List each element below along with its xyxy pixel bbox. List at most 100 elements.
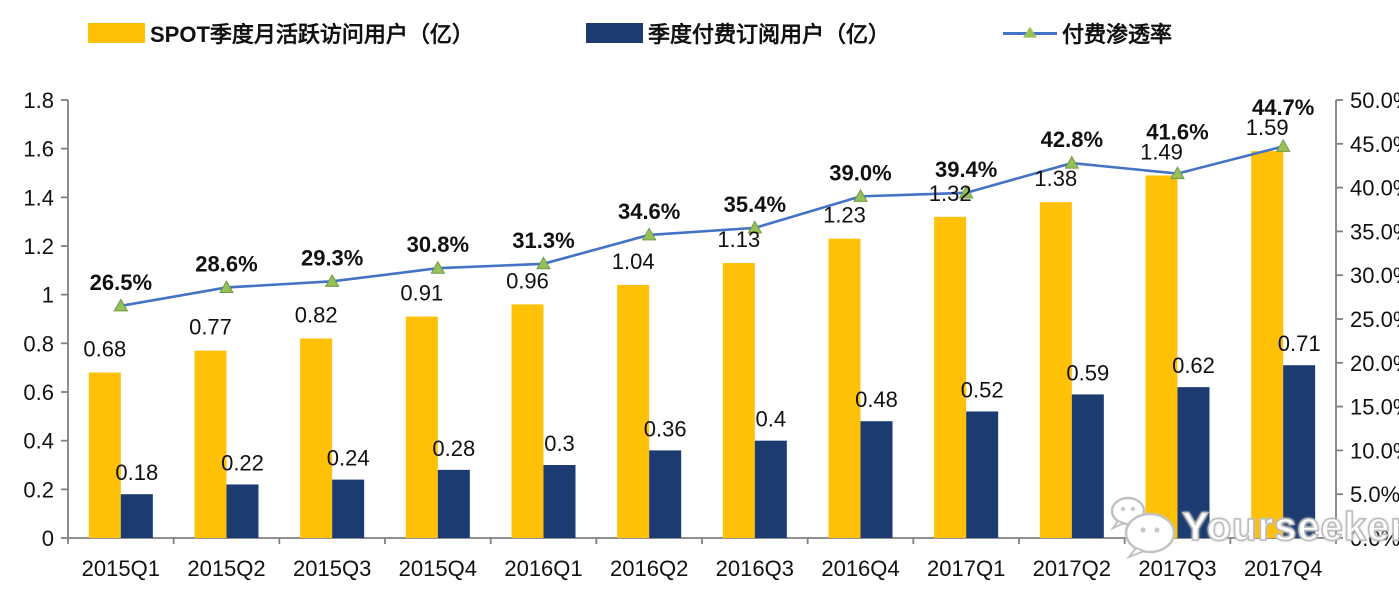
x-axis-category-label: 2016Q4 (821, 556, 899, 581)
legend-swatch-subscribers (586, 23, 643, 43)
x-axis-category-label: 2015Q1 (82, 556, 160, 581)
bar-mau (511, 304, 544, 538)
bar-mau (88, 372, 121, 538)
line-marker-triangle (219, 279, 234, 293)
x-axis-category-label: 2015Q3 (293, 556, 371, 581)
left-axis-tick-label: 1.6 (23, 137, 54, 162)
left-axis-tick-label: 1 (42, 283, 54, 308)
bar-mau (300, 338, 333, 538)
bar-subscribers (332, 479, 365, 538)
subscriber-bar-label: 0.62 (1172, 353, 1215, 378)
watermark: Yourseeker (1106, 494, 1399, 560)
right-axis-tick-label: 25.0% (1350, 307, 1399, 332)
line-marker-triangle (958, 185, 974, 199)
penetration-pct-label: 30.8% (407, 232, 469, 257)
mau-bar-label: 1.38 (1034, 166, 1077, 191)
right-axis-tick-label: 40.0% (1350, 176, 1399, 201)
penetration-pct-label: 44.7% (1252, 95, 1314, 120)
left-axis-tick-label: 0 (42, 526, 54, 551)
subscriber-bar-label: 0.4 (756, 407, 787, 432)
subscriber-bar-label: 0.48 (855, 387, 898, 412)
subscriber-bar-label: 0.52 (961, 377, 1004, 402)
legend-line-marker-swatch (1003, 26, 1057, 38)
left-axis-tick-label: 1.4 (23, 185, 54, 210)
subscriber-bar-label: 0.18 (115, 460, 158, 485)
bar-subscribers (1071, 394, 1104, 538)
x-axis-category-label: 2015Q4 (399, 556, 477, 581)
line-marker-triangle (1170, 166, 1185, 180)
legend-label-subscribers: 季度付费订阅用户（亿） (648, 22, 891, 47)
bar-subscribers (1283, 365, 1316, 538)
mau-bar-label: 1.49 (1140, 139, 1183, 164)
line-marker-triangle (1064, 155, 1080, 169)
bar-subscribers (649, 450, 682, 538)
x-axis-category-label: 2017Q3 (1138, 556, 1216, 581)
subscriber-bar-label: 0.24 (327, 446, 370, 471)
line-marker-triangle (113, 298, 129, 312)
bar-subscribers (1177, 387, 1210, 538)
bar-mau (934, 216, 967, 539)
mau-bar-label: 0.68 (83, 337, 126, 362)
x-axis-category-label: 2017Q1 (927, 556, 1005, 581)
right-axis-tick-label: 35.0% (1350, 219, 1399, 244)
bar-mau (828, 238, 861, 538)
penetration-pct-label: 31.3% (512, 228, 574, 253)
line-marker-triangle (747, 220, 763, 234)
x-axis-category-label: 2016Q1 (504, 556, 582, 581)
penetration-pct-label: 41.6% (1146, 119, 1208, 144)
right-axis-tick-label: 50.0% (1350, 88, 1399, 113)
penetration-pct-label: 39.0% (829, 160, 891, 185)
mau-bar-label: 1.59 (1246, 115, 1289, 140)
line-marker-triangle (641, 227, 657, 241)
bar-subscribers (860, 421, 893, 538)
line-marker-triangle (1275, 138, 1291, 152)
right-axis-tick-label: 10.0% (1350, 438, 1399, 463)
line-marker-triangle (324, 273, 340, 287)
left-axis-tick-label: 0.6 (23, 380, 54, 405)
bar-mau (1251, 151, 1284, 538)
right-axis-tick-label: 20.0% (1350, 351, 1399, 376)
legend-item-mau: SPOT季度月活跃访问用户（亿） (88, 18, 474, 48)
right-axis-tick-label: 30.0% (1350, 263, 1399, 288)
x-axis-category-label: 2017Q4 (1244, 556, 1322, 581)
penetration-pct-label: 29.3% (301, 245, 363, 270)
mau-bar-label: 1.23 (823, 203, 866, 228)
line-marker-triangle (536, 256, 551, 270)
bar-mau (1039, 202, 1072, 538)
subscriber-bar-label: 0.71 (1278, 331, 1321, 356)
watermark-text: Yourseeker (1181, 504, 1399, 550)
right-axis-tick-label: 15.0% (1350, 395, 1399, 420)
mau-bar-label: 0.82 (295, 302, 338, 327)
subscriber-bar-label: 0.28 (432, 436, 475, 461)
wechat-chat-bubbles-icon (1110, 496, 1176, 560)
left-axis-tick-label: 0.4 (23, 429, 54, 454)
legend-item-subscribers: 季度付费订阅用户（亿） (586, 18, 890, 48)
line-marker-triangle (853, 188, 868, 202)
left-axis-tick-label: 0.8 (23, 331, 54, 356)
bar-mau (722, 263, 755, 538)
bar-subscribers (543, 465, 576, 538)
penetration-pct-label: 35.4% (724, 192, 786, 217)
penetration-pct-label: 42.8% (1041, 127, 1103, 152)
right-axis-tick-label: 5.0% (1350, 482, 1399, 507)
subscriber-bar-label: 0.22 (221, 450, 264, 475)
subscriber-bar-label: 0.3 (544, 431, 575, 456)
bar-mau (617, 284, 650, 538)
x-axis-category-label: 2015Q2 (187, 556, 265, 581)
bar-mau (405, 316, 438, 538)
triangle-marker-icon (1023, 26, 1037, 38)
bar-subscribers (966, 411, 999, 538)
x-axis-category-label: 2017Q2 (1033, 556, 1111, 581)
mau-bar-label: 1.32 (929, 181, 972, 206)
x-axis-category-label: 2016Q3 (716, 556, 794, 581)
left-axis-tick-label: 1.8 (23, 88, 54, 113)
mau-bar-label: 0.91 (400, 281, 443, 306)
bar-mau (1145, 175, 1178, 538)
mau-bar-label: 1.13 (717, 227, 760, 252)
penetration-line (120, 145, 1284, 308)
subscriber-bar-label: 0.59 (1066, 360, 1109, 385)
right-axis-tick-label: 0.0% (1350, 526, 1399, 551)
penetration-pct-label: 39.4% (935, 157, 997, 182)
bar-subscribers (120, 494, 153, 538)
